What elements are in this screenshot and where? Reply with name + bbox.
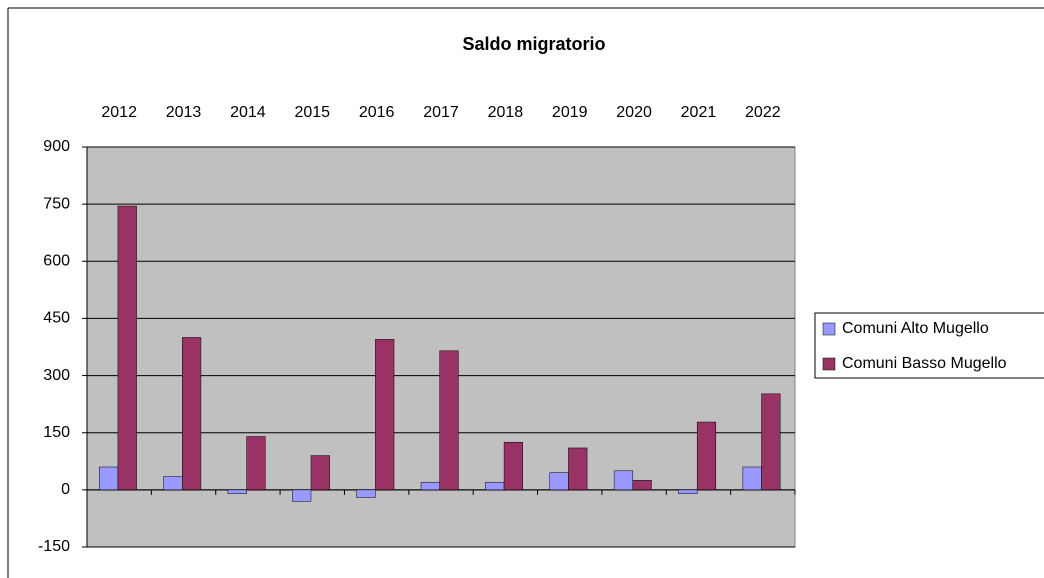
y-tick-label: 900 <box>43 138 70 155</box>
y-tick-label: 0 <box>61 481 70 498</box>
x-tick-label: 2020 <box>616 104 652 121</box>
bar <box>503 441 523 491</box>
bar <box>182 337 202 491</box>
y-tick-label: 150 <box>43 424 70 441</box>
x-tick-label: 2022 <box>745 104 781 121</box>
bar <box>678 489 698 494</box>
x-tick-label: 2015 <box>294 104 330 121</box>
legend-swatch <box>822 357 836 371</box>
bar <box>632 480 652 491</box>
legend-label: Comuni Basso Mugello <box>842 355 1007 372</box>
bar <box>485 481 505 491</box>
legend <box>814 312 1044 379</box>
x-tick-label: 2013 <box>166 104 202 121</box>
x-tick-label: 2016 <box>359 104 395 121</box>
bar <box>549 472 569 491</box>
bar <box>613 470 634 491</box>
bar <box>568 447 588 491</box>
bar <box>439 350 459 491</box>
bar <box>227 489 247 494</box>
x-tick-label: 2017 <box>423 104 459 121</box>
bar <box>696 421 717 491</box>
bar <box>246 436 266 491</box>
x-tick-label: 2019 <box>552 104 588 121</box>
y-tick-label: -150 <box>38 538 70 555</box>
legend-swatch <box>822 322 836 336</box>
x-tick-label: 2018 <box>488 104 524 121</box>
bar <box>420 481 440 491</box>
x-tick-label: 2014 <box>230 104 266 121</box>
bar <box>761 393 781 491</box>
y-tick-label: 600 <box>43 253 70 270</box>
legend-label: Comuni Alto Mugello <box>842 320 989 337</box>
x-tick-label: 2021 <box>681 104 717 121</box>
bar <box>163 476 183 491</box>
chart-title: Saldo migratorio <box>462 34 605 54</box>
y-tick-label: 300 <box>43 367 70 384</box>
bar <box>356 489 376 498</box>
bar <box>310 455 330 491</box>
x-tick-label: 2012 <box>101 104 137 121</box>
bar <box>117 205 137 491</box>
bar <box>98 466 119 491</box>
bar <box>742 466 762 491</box>
bar <box>375 339 395 491</box>
y-tick-label: 450 <box>43 310 70 327</box>
y-tick-label: 750 <box>43 195 70 212</box>
bar <box>292 489 312 502</box>
